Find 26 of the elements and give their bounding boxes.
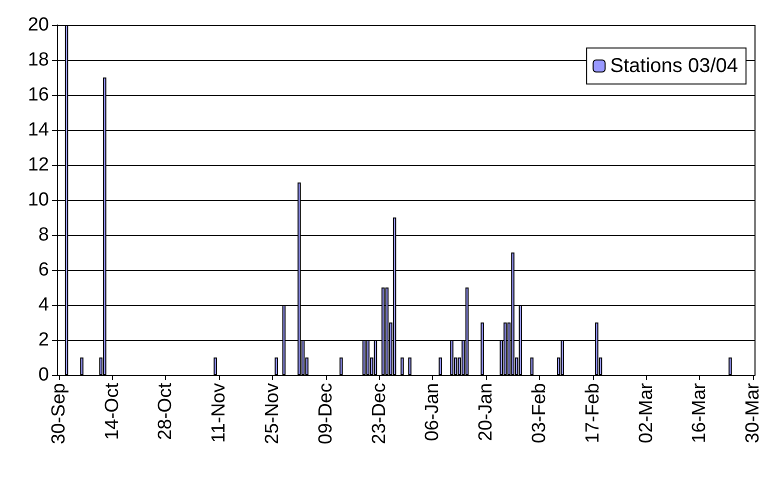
x-tick-label: 17-Feb (582, 383, 604, 444)
x-tick-label: 25-Nov (262, 382, 284, 444)
y-tick-label: 2 (38, 330, 49, 350)
y-tick-label: 10 (28, 190, 49, 210)
x-tick-label: 02-Mar (636, 382, 657, 444)
y-tick-label: 14 (28, 120, 50, 140)
x-tick-label: 14-Oct (102, 382, 123, 440)
y-tick-label: 12 (28, 154, 49, 176)
x-tick-label: 06-Jan (422, 383, 444, 442)
y-tick-label: 18 (28, 50, 49, 70)
x-tick-label: 28-Oct (155, 382, 176, 440)
y-tick-label: 6 (38, 260, 49, 280)
x-tick-label: 03-Feb (528, 383, 550, 444)
x-tick-label: 23-Dec (368, 383, 390, 444)
y-tick-label: 20 (28, 14, 49, 36)
x-tick-label: 30-Sep (48, 383, 70, 444)
x-tick-label: 20-Jan (476, 383, 497, 442)
legend-label: Stations 03/04 (610, 55, 738, 77)
y-tick-label: 4 (38, 294, 50, 316)
x-tick-label: 11-Nov (208, 382, 230, 443)
y-tick-label: 16 (28, 84, 49, 106)
y-tick-label: 0 (38, 364, 49, 386)
y-tick-label: 8 (38, 224, 49, 246)
x-tick-label: 16-Mar (689, 382, 710, 444)
x-tick-label: 30-Mar (742, 382, 764, 444)
x-tick-label: 09-Dec (315, 383, 336, 444)
